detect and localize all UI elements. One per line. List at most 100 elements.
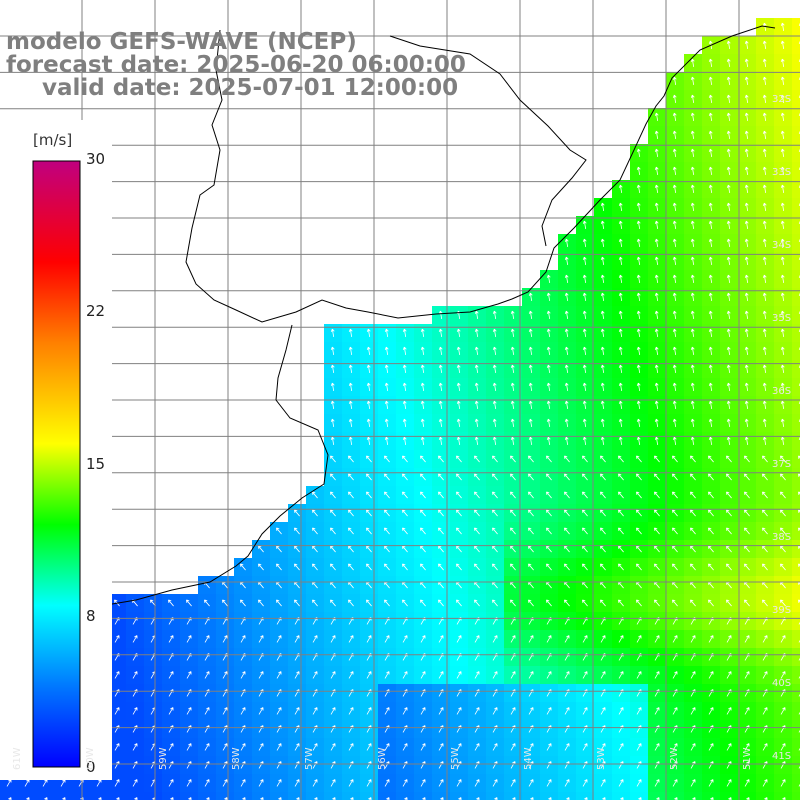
wind-arrow <box>564 671 570 679</box>
wind-arrow <box>420 779 426 787</box>
latitude-label: 38S <box>772 532 792 543</box>
wind-arrow <box>782 797 786 800</box>
wind-arrow <box>528 346 533 356</box>
wind-arrow <box>528 473 534 481</box>
wind-arrow <box>762 509 768 517</box>
wind-arrow <box>762 76 767 86</box>
wind-arrow <box>116 797 120 800</box>
wind-cell <box>792 396 800 414</box>
wind-arrow <box>636 364 641 374</box>
wind-arrow <box>546 292 551 302</box>
wind-arrow <box>656 797 660 800</box>
wind-arrow <box>330 436 335 446</box>
wind-arrow <box>348 418 353 428</box>
wind-arrow <box>636 310 641 320</box>
latitude-label: 36S <box>772 386 792 397</box>
wind-arrow <box>546 274 551 284</box>
wind-arrow <box>366 563 372 571</box>
wind-arrow <box>584 797 588 800</box>
wind-arrow <box>384 400 389 410</box>
wind-arrow <box>636 202 641 212</box>
wind-arrow <box>672 148 677 158</box>
wind-arrow <box>276 779 282 787</box>
wind-arrow <box>330 563 336 571</box>
wind-direction-arrows <box>6 22 800 800</box>
wind-arrow <box>258 743 264 751</box>
wind-arrow <box>330 455 336 463</box>
wind-arrow <box>690 220 695 230</box>
wind-arrow <box>240 563 246 571</box>
wind-arrow <box>26 797 30 800</box>
wind-arrow <box>564 527 570 535</box>
wind-arrow <box>492 473 498 481</box>
wind-arrow <box>762 202 767 212</box>
wind-arrow <box>762 473 768 481</box>
wind-arrow <box>636 184 641 194</box>
wind-arrow <box>618 328 623 338</box>
wind-arrow <box>690 563 696 571</box>
wind-arrow <box>438 491 444 499</box>
wind-arrow <box>744 94 749 104</box>
wind-cell <box>486 792 504 800</box>
wind-arrow <box>600 328 605 338</box>
wind-arrow <box>510 455 516 463</box>
wind-arrow <box>330 382 335 392</box>
wind-arrow <box>762 94 767 104</box>
wind-cell <box>792 180 800 198</box>
wind-arrow <box>420 743 426 751</box>
wind-arrow <box>654 310 659 320</box>
wind-arrow <box>600 238 605 248</box>
wind-arrow <box>672 635 678 643</box>
wind-arrow <box>690 491 696 499</box>
wind-cell <box>792 72 800 90</box>
wind-arrow <box>456 382 461 392</box>
wind-arrow <box>330 779 336 787</box>
wind-cell <box>234 792 252 800</box>
wind-arrow <box>456 328 461 338</box>
wind-cell <box>792 522 800 540</box>
wind-cell <box>792 306 800 324</box>
wind-arrow <box>618 707 624 715</box>
wind-arrow <box>582 527 588 535</box>
wind-arrow <box>582 292 587 302</box>
wind-arrow <box>420 635 426 643</box>
wind-arrow <box>402 418 407 428</box>
wind-arrow <box>474 509 480 517</box>
longitude-label: 56W <box>377 747 388 770</box>
wind-arrow <box>672 238 677 248</box>
wind-arrow <box>186 779 192 787</box>
wind-cell <box>792 720 800 738</box>
wind-arrow <box>420 527 426 535</box>
wind-arrow <box>62 797 66 800</box>
wind-arrow <box>600 310 605 320</box>
wind-arrow <box>618 743 624 751</box>
wind-arrow <box>312 635 318 643</box>
wind-arrow <box>708 112 713 122</box>
wind-arrow <box>474 418 479 428</box>
colorbar-unit: [m/s] <box>33 131 73 149</box>
wind-arrow <box>620 797 624 800</box>
wind-arrow <box>708 238 713 248</box>
wind-arrow <box>492 509 498 517</box>
wind-arrow <box>708 473 714 481</box>
wind-arrow <box>780 364 785 374</box>
wind-arrow <box>438 599 444 607</box>
wind-arrow <box>654 671 660 679</box>
wind-arrow <box>762 671 768 679</box>
wind-arrow <box>708 58 713 68</box>
wind-cell <box>36 792 54 800</box>
wind-arrow <box>366 599 372 607</box>
wind-arrow <box>690 527 696 535</box>
wind-arrow <box>366 436 371 446</box>
wind-cell <box>792 162 800 180</box>
wind-arrow <box>708 94 713 104</box>
wind-arrow <box>330 328 335 338</box>
wind-arrow <box>636 527 642 535</box>
wind-arrow <box>510 418 515 428</box>
wind-arrow <box>762 238 767 248</box>
wind-arrow <box>132 743 138 751</box>
wind-cell <box>792 198 800 216</box>
wind-arrow <box>510 346 515 356</box>
wind-arrow <box>384 563 390 571</box>
wind-arrow <box>780 220 785 230</box>
